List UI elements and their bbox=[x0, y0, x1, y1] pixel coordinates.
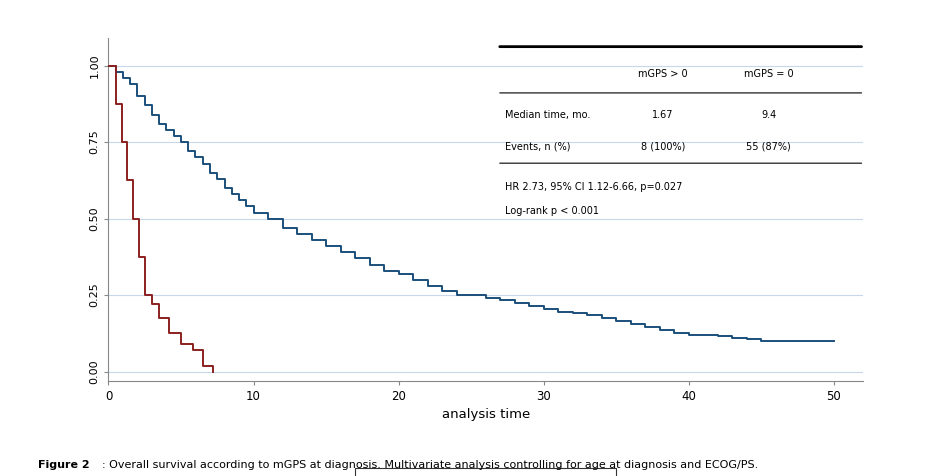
Text: Figure 2: Figure 2 bbox=[38, 460, 90, 470]
Text: mGPS > 0: mGPS > 0 bbox=[638, 69, 687, 79]
X-axis label: analysis time: analysis time bbox=[441, 408, 530, 421]
Text: HR 2.73, 95% CI 1.12-6.66, p=0.027: HR 2.73, 95% CI 1.12-6.66, p=0.027 bbox=[505, 182, 682, 192]
Text: 8 (100%): 8 (100%) bbox=[640, 141, 686, 151]
Text: Median time, mo.: Median time, mo. bbox=[505, 110, 590, 120]
Text: : Overall survival according to mGPS at diagnosis. Multivariate analysis control: : Overall survival according to mGPS at … bbox=[102, 460, 758, 470]
Text: mGPS = 0: mGPS = 0 bbox=[744, 69, 793, 79]
Text: 9.4: 9.4 bbox=[761, 110, 776, 120]
Legend: mGPS=0, mGPS > 0: mGPS=0, mGPS > 0 bbox=[356, 468, 616, 476]
Text: 1.67: 1.67 bbox=[653, 110, 673, 120]
Text: Events, n (%): Events, n (%) bbox=[505, 141, 570, 151]
Text: Log-rank p < 0.001: Log-rank p < 0.001 bbox=[505, 206, 599, 216]
Text: 55 (87%): 55 (87%) bbox=[746, 141, 791, 151]
